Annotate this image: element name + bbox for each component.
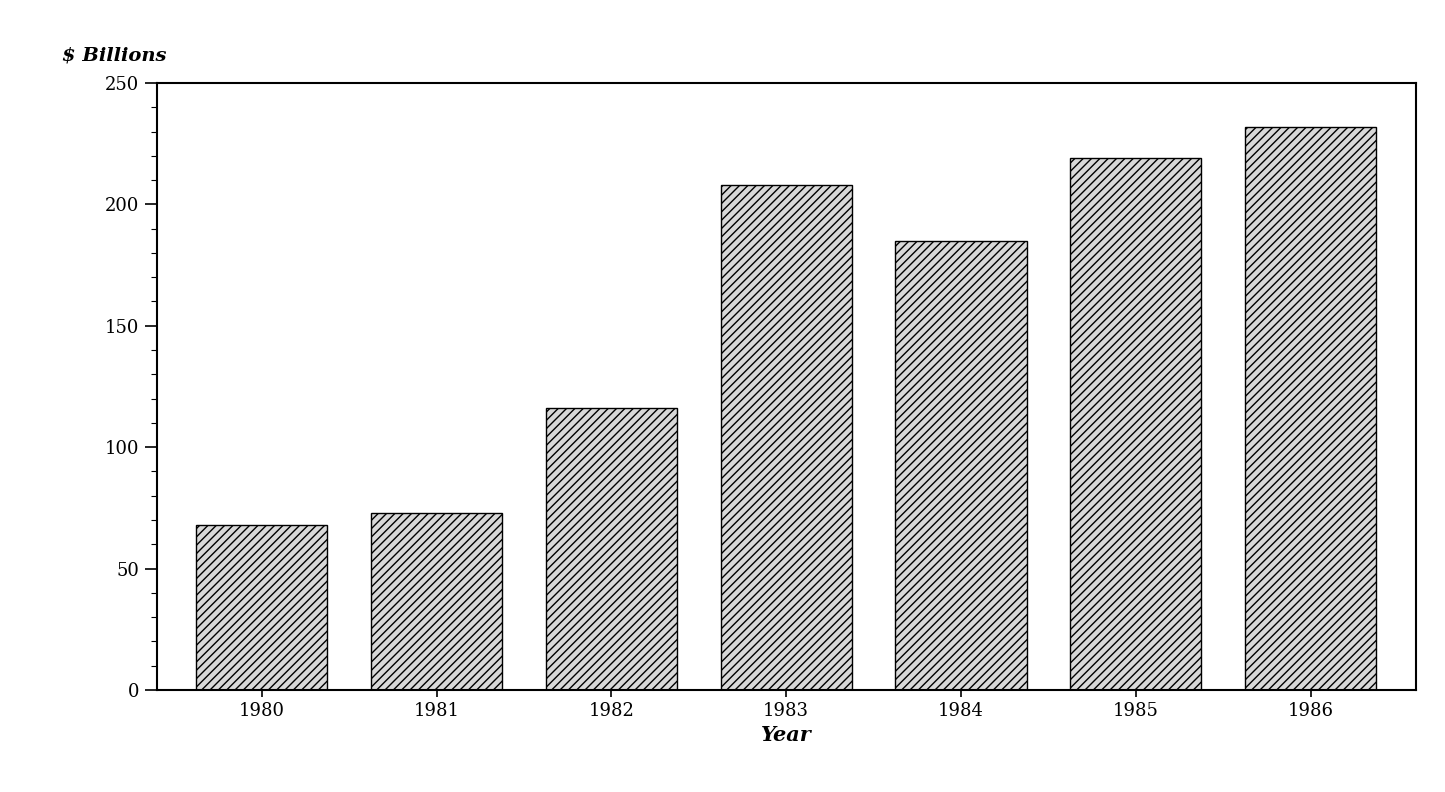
Bar <box>197 525 327 690</box>
X-axis label: Year: Year <box>762 725 812 745</box>
Text: $ Billions: $ Billions <box>62 47 166 65</box>
Bar <box>721 185 851 690</box>
Bar <box>546 409 676 690</box>
Bar <box>1071 158 1201 690</box>
Bar <box>371 512 501 690</box>
Bar <box>1246 127 1376 690</box>
Bar <box>896 241 1026 690</box>
